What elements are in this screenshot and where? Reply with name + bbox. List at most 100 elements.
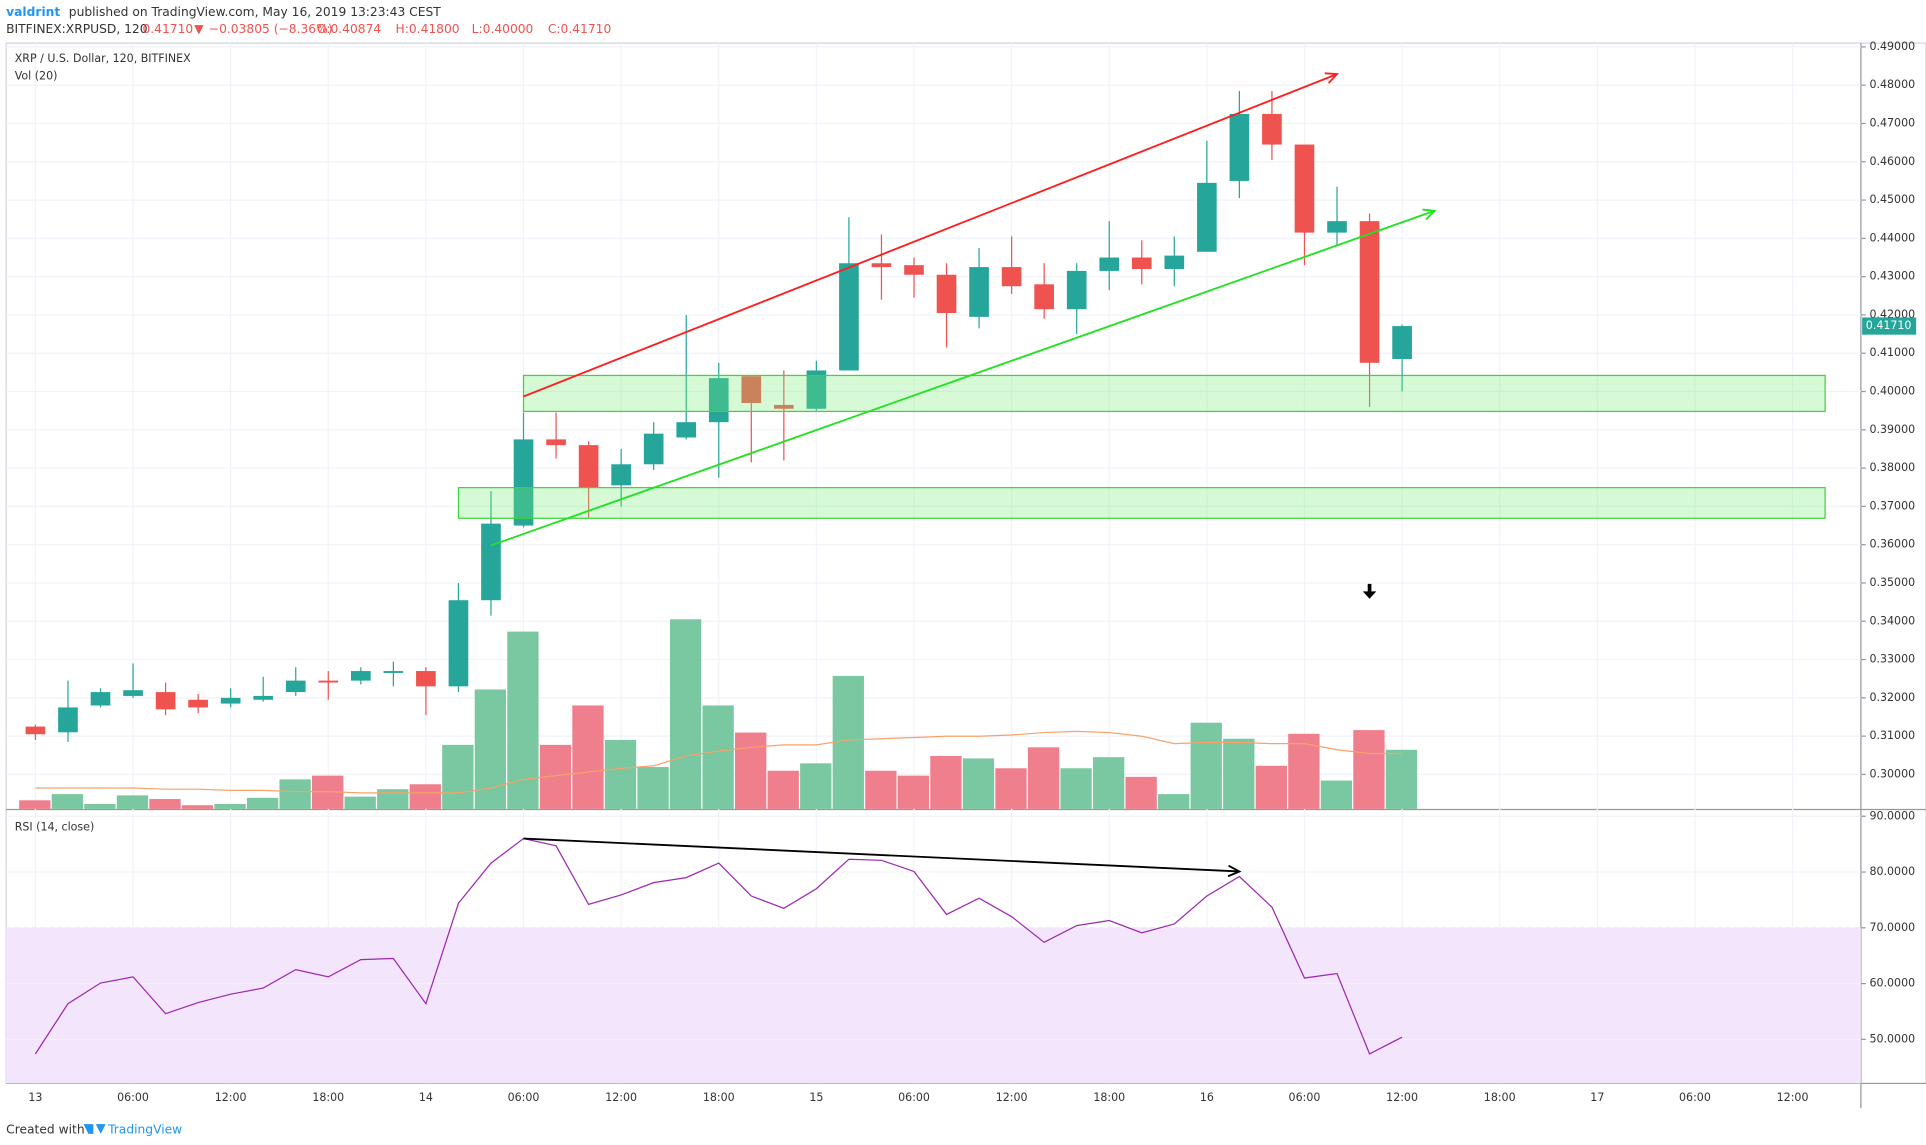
- y-tick-label: 60.0000: [1869, 977, 1915, 990]
- x-tick-label: 18:00: [1484, 1091, 1516, 1104]
- candle-body: [1359, 221, 1380, 363]
- candle-body: [1034, 284, 1054, 310]
- volume-bar: [800, 763, 832, 809]
- candle-body: [1131, 257, 1152, 270]
- divergence-line: [523, 837, 1240, 873]
- y-tick-label: 0.35000: [1869, 576, 1915, 589]
- candle-body: [1001, 267, 1022, 287]
- trendline-head: [1324, 72, 1340, 84]
- close: C:0.41710: [548, 22, 611, 36]
- volume-bar: [116, 795, 149, 809]
- volume-bar: [1027, 747, 1060, 809]
- rsi-legend: RSI (14, close): [15, 820, 95, 833]
- candle-body: [839, 263, 859, 371]
- volume-legend: Vol (20): [15, 69, 58, 82]
- candle-body: [155, 692, 176, 710]
- y-tick-label: 0.46000: [1869, 155, 1915, 168]
- created-with: Created with: [6, 1123, 84, 1137]
- candle-body: [904, 265, 924, 275]
- candle-body: [448, 600, 469, 687]
- y-tick-label: 0.45000: [1869, 193, 1915, 206]
- high: H:0.41800: [396, 22, 460, 36]
- divergence-line-head: [1227, 864, 1242, 878]
- volume-bar: [995, 768, 1027, 809]
- volume-bar: [1320, 780, 1353, 809]
- candle-body: [1164, 255, 1185, 270]
- volume-bar: [1288, 733, 1320, 809]
- volume-bar: [246, 797, 279, 809]
- y-tick-label: 0.39000: [1869, 423, 1915, 436]
- volume-bar: [344, 796, 376, 809]
- change: −0.03805 (−8.36%): [209, 22, 333, 36]
- candle-body: [481, 523, 501, 601]
- candle-body: [58, 707, 78, 733]
- candle-body: [1197, 182, 1217, 252]
- volume-bar: [572, 705, 604, 809]
- y-tick-label: 0.34000: [1869, 614, 1915, 627]
- volume-bar: [865, 770, 897, 809]
- candle-body: [741, 376, 762, 404]
- candle-body: [285, 680, 306, 693]
- price-legend: XRP / U.S. Dollar, 120, BITFINEX: [15, 52, 191, 65]
- volume-bar: [1255, 765, 1287, 809]
- candle-body: [676, 422, 697, 438]
- candle-body: [350, 671, 371, 681]
- candle-body: [546, 439, 566, 446]
- logo[interactable]: TradingView: [83, 1123, 183, 1137]
- candle-body: [611, 464, 631, 486]
- volume-bar: [279, 779, 311, 809]
- y-tick-label: 70.0000: [1869, 921, 1915, 934]
- candle-body: [1392, 326, 1412, 359]
- y-tick-label: 0.44000: [1869, 231, 1915, 244]
- open: O:0.40874: [317, 22, 381, 36]
- y-tick-label: 0.30000: [1869, 767, 1915, 780]
- y-tick-label: 0.36000: [1869, 538, 1915, 551]
- volume-bar: [604, 739, 637, 809]
- trendline-head: [1422, 208, 1437, 221]
- y-tick-label: 0.41000: [1869, 346, 1915, 359]
- candle-body: [123, 690, 143, 696]
- brand[interactable]: TradingView: [107, 1123, 182, 1137]
- x-tick-label: 12:00: [215, 1091, 247, 1104]
- volume-bar: [442, 744, 474, 809]
- author[interactable]: valdrint: [6, 5, 60, 19]
- x-tick-label: 12:00: [1777, 1091, 1809, 1104]
- x-tick-label: 06:00: [508, 1091, 540, 1104]
- support-zone: [522, 374, 1826, 413]
- y-tick-label: 0.40000: [1869, 385, 1915, 398]
- logo-icon[interactable]: [83, 1124, 106, 1134]
- candle-body: [643, 433, 664, 465]
- last-price-box: [1862, 317, 1917, 335]
- volume-bar: [409, 784, 441, 809]
- x-tick-label: 14: [419, 1091, 433, 1104]
- x-tick-label: 06:00: [1289, 1091, 1321, 1104]
- candle-body: [220, 697, 241, 704]
- candle-body: [383, 671, 404, 673]
- candle-body: [936, 274, 957, 314]
- candle-body: [871, 263, 892, 268]
- last-price: 0.41710: [142, 22, 193, 36]
- rsi-line: [34, 837, 1403, 1055]
- y-tick-label: 50.0000: [1869, 1032, 1915, 1045]
- x-tick-label: 15: [809, 1091, 823, 1104]
- x-tick-label: 12:00: [996, 1091, 1028, 1104]
- trendline: [490, 209, 1435, 547]
- volume-bar: [1223, 738, 1255, 809]
- volume-bar: [181, 805, 214, 809]
- x-tick-label: 18:00: [1093, 1091, 1125, 1104]
- header: valdrint published on TradingView.com, M…: [6, 5, 611, 36]
- x-tick-label: 18:00: [703, 1091, 735, 1104]
- x-tick-label: 13: [28, 1091, 42, 1104]
- y-tick-label: 0.43000: [1869, 270, 1915, 283]
- candle-body: [25, 726, 46, 735]
- volume-bar: [1190, 722, 1222, 809]
- y-tick-label: 0.38000: [1869, 461, 1915, 474]
- x-tick-label: 06:00: [1679, 1091, 1711, 1104]
- y-tick-label: 0.48000: [1869, 78, 1915, 91]
- candle-body: [969, 267, 989, 317]
- candle-body: [90, 692, 111, 706]
- candle-body: [188, 699, 208, 708]
- volume-bar: [1125, 776, 1157, 809]
- candle-body: [253, 695, 274, 700]
- x-tick-label: 12:00: [1386, 1091, 1418, 1104]
